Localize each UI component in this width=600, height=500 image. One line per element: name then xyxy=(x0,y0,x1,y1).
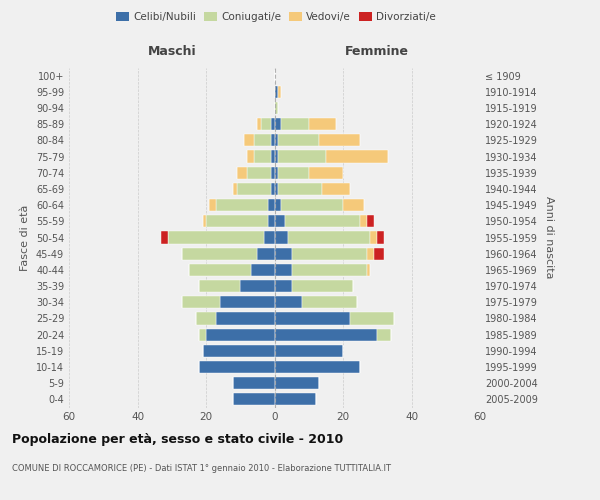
Bar xyxy=(182,248,257,260)
Bar xyxy=(275,312,350,324)
Bar xyxy=(275,166,278,179)
Y-axis label: Anni di nascita: Anni di nascita xyxy=(544,196,554,279)
Bar xyxy=(302,296,356,308)
Bar xyxy=(240,280,275,292)
Bar xyxy=(199,280,240,292)
Text: COMUNE DI ROCCAMORICE (PE) - Dati ISTAT 1° gennaio 2010 - Elaborazione TUTTITALI: COMUNE DI ROCCAMORICE (PE) - Dati ISTAT … xyxy=(12,464,391,473)
Bar xyxy=(203,215,206,228)
Bar xyxy=(278,134,319,146)
Bar xyxy=(237,183,271,195)
Bar xyxy=(264,232,275,243)
Bar xyxy=(292,280,353,292)
Bar xyxy=(271,150,275,162)
Bar xyxy=(233,183,237,195)
Bar xyxy=(199,328,206,340)
Bar xyxy=(271,134,275,146)
Text: Maschi: Maschi xyxy=(148,45,196,58)
Bar xyxy=(367,264,370,276)
Bar xyxy=(322,183,350,195)
Bar xyxy=(275,232,288,243)
Bar xyxy=(271,118,275,130)
Bar xyxy=(360,215,367,228)
Legend: Celibi/Nubili, Coniugati/e, Vedovi/e, Divorziati/e: Celibi/Nubili, Coniugati/e, Vedovi/e, Di… xyxy=(112,8,440,26)
Bar xyxy=(281,199,343,211)
Bar xyxy=(271,166,275,179)
Bar xyxy=(271,183,275,195)
Bar xyxy=(288,232,370,243)
Bar xyxy=(275,86,278,98)
Bar xyxy=(196,312,216,324)
Bar xyxy=(275,377,319,390)
Bar xyxy=(275,264,292,276)
Bar xyxy=(268,199,275,211)
Bar xyxy=(309,118,336,130)
Bar xyxy=(275,150,278,162)
Bar xyxy=(275,248,292,260)
Bar xyxy=(220,296,275,308)
Bar xyxy=(309,166,343,179)
Bar xyxy=(281,118,309,130)
Bar xyxy=(275,199,281,211)
Text: Femmine: Femmine xyxy=(345,45,409,58)
Text: Popolazione per età, sesso e stato civile - 2010: Popolazione per età, sesso e stato civil… xyxy=(12,432,343,446)
Bar xyxy=(216,199,268,211)
Bar xyxy=(275,183,278,195)
Bar xyxy=(343,199,364,211)
Bar xyxy=(247,166,271,179)
Bar xyxy=(275,361,360,373)
Bar xyxy=(199,361,275,373)
Bar xyxy=(233,394,275,406)
Bar xyxy=(254,134,271,146)
Bar xyxy=(237,166,247,179)
Bar xyxy=(206,215,268,228)
Bar xyxy=(374,248,384,260)
Bar xyxy=(377,232,384,243)
Bar xyxy=(319,134,360,146)
Bar xyxy=(275,345,343,357)
Bar xyxy=(377,328,391,340)
Bar xyxy=(278,166,309,179)
Bar xyxy=(209,199,216,211)
Bar xyxy=(292,248,367,260)
Bar xyxy=(275,118,281,130)
Bar xyxy=(268,215,275,228)
Bar xyxy=(189,264,251,276)
Bar xyxy=(367,215,374,228)
Bar xyxy=(367,248,374,260)
Bar xyxy=(275,394,316,406)
Bar xyxy=(278,150,326,162)
Bar xyxy=(275,134,278,146)
Bar xyxy=(370,232,377,243)
Bar xyxy=(261,118,271,130)
Bar xyxy=(206,328,275,340)
Bar xyxy=(254,150,271,162)
Bar xyxy=(278,183,322,195)
Bar xyxy=(275,328,377,340)
Bar xyxy=(275,280,292,292)
Bar xyxy=(251,264,275,276)
Bar xyxy=(350,312,394,324)
Bar xyxy=(247,150,254,162)
Bar xyxy=(257,118,261,130)
Bar xyxy=(326,150,388,162)
Bar xyxy=(275,102,278,114)
Bar xyxy=(278,86,281,98)
Bar xyxy=(203,345,275,357)
Bar xyxy=(233,377,275,390)
Bar xyxy=(275,296,302,308)
Bar xyxy=(216,312,275,324)
Bar xyxy=(182,296,220,308)
Bar xyxy=(292,264,367,276)
Bar xyxy=(275,215,285,228)
Bar xyxy=(161,232,169,243)
Bar xyxy=(285,215,360,228)
Bar xyxy=(257,248,275,260)
Bar xyxy=(169,232,264,243)
Y-axis label: Fasce di età: Fasce di età xyxy=(20,204,30,270)
Bar xyxy=(244,134,254,146)
